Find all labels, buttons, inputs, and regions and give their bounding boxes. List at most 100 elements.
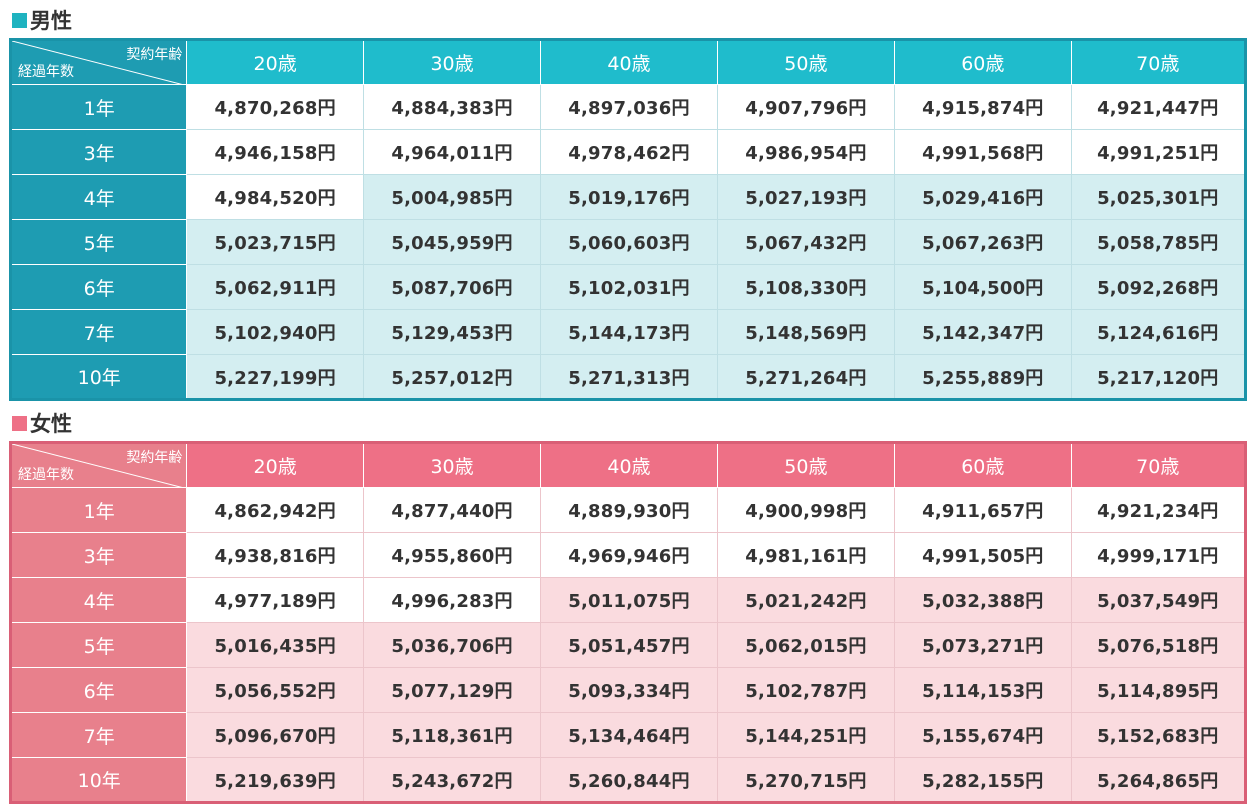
row-header: 6年 — [9, 264, 188, 310]
table-cell: 5,060,603円 — [540, 219, 718, 265]
female-section-title: 女性 — [12, 411, 72, 436]
table-cell: 5,051,457円 — [540, 622, 718, 668]
female-col-header: 70歳 — [1070, 442, 1247, 488]
female-col-header: 50歳 — [716, 442, 896, 488]
table-cell: 4,884,383円 — [362, 84, 542, 130]
table-cell: 5,219,639円 — [186, 757, 364, 803]
table-cell: 5,104,500円 — [894, 264, 1072, 310]
male-col-header: 50歳 — [716, 39, 896, 85]
row-header: 4年 — [9, 577, 188, 623]
table-cell: 5,087,706円 — [362, 264, 542, 310]
table-cell: 5,142,347円 — [894, 309, 1072, 355]
table-row: 1年 4,870,268円 4,884,383円 4,897,036円 4,90… — [9, 84, 1247, 130]
table-cell: 5,255,889円 — [894, 354, 1072, 400]
row-header: 3年 — [9, 129, 188, 175]
female-header-row: 契約年齢 経過年数 20歳 30歳 40歳 50歳 60歳 70歳 — [9, 442, 1247, 488]
table-cell: 5,243,672円 — [362, 757, 542, 803]
female-col-header: 40歳 — [540, 442, 718, 488]
row-header: 5年 — [9, 622, 188, 668]
table-cell: 5,093,334円 — [540, 667, 718, 713]
table-cell: 5,102,787円 — [716, 667, 896, 713]
male-col-header: 30歳 — [362, 39, 542, 85]
table-cell: 5,144,251円 — [716, 712, 896, 758]
table-row: 6年 5,062,911円 5,087,706円 5,102,031円 5,10… — [9, 264, 1247, 310]
table-cell: 5,056,552円 — [186, 667, 364, 713]
table-row: 4年 4,984,520円 5,004,985円 5,019,176円 5,02… — [9, 174, 1247, 220]
table-cell: 4,981,161円 — [716, 532, 896, 578]
row-header: 7年 — [9, 712, 188, 758]
table-cell: 4,969,946円 — [540, 532, 718, 578]
male-col-header: 60歳 — [894, 39, 1072, 85]
male-corner-bottom-label: 経過年数 — [18, 64, 74, 80]
female-col-header: 60歳 — [894, 442, 1072, 488]
female-col-header: 20歳 — [186, 442, 364, 488]
table-cell: 5,067,432円 — [716, 219, 896, 265]
table-cell: 4,877,440円 — [362, 487, 542, 533]
row-header: 1年 — [9, 84, 188, 130]
table-cell: 4,991,251円 — [1070, 129, 1247, 175]
table-cell: 5,021,242円 — [716, 577, 896, 623]
table-cell: 5,152,683円 — [1070, 712, 1247, 758]
table-cell: 5,227,199円 — [186, 354, 364, 400]
table-cell: 5,092,268円 — [1070, 264, 1247, 310]
table-cell: 5,217,120円 — [1070, 354, 1247, 400]
table-cell: 5,019,176円 — [540, 174, 718, 220]
table-cell: 5,037,549円 — [1070, 577, 1247, 623]
table-cell: 5,118,361円 — [362, 712, 542, 758]
table-cell: 5,023,715円 — [186, 219, 364, 265]
diagonal-line-icon — [12, 444, 181, 487]
male-marker-icon — [12, 12, 27, 28]
table-cell: 4,946,158円 — [186, 129, 364, 175]
table-cell: 5,148,569円 — [716, 309, 896, 355]
table-cell: 5,264,865円 — [1070, 757, 1247, 803]
table-cell: 5,134,464円 — [540, 712, 718, 758]
table-cell: 5,077,129円 — [362, 667, 542, 713]
male-table: 契約年齢 経過年数 20歳 30歳 40歳 50歳 60歳 70歳 1年 4,8… — [9, 38, 1247, 401]
table-cell: 5,029,416円 — [894, 174, 1072, 220]
male-corner-top-label: 契約年齢 — [126, 47, 183, 63]
female-title-text: 女性 — [30, 412, 72, 436]
row-header: 1年 — [9, 487, 188, 533]
row-header: 10年 — [9, 354, 188, 400]
table-cell: 5,062,015円 — [716, 622, 896, 668]
female-corner-top-label: 契約年齢 — [126, 450, 183, 466]
table-cell: 5,257,012円 — [362, 354, 542, 400]
row-header: 10年 — [9, 757, 188, 803]
table-row: 6年 5,056,552円 5,077,129円 5,093,334円 5,10… — [9, 667, 1247, 713]
table-cell: 4,991,568円 — [894, 129, 1072, 175]
table-cell: 4,889,930円 — [540, 487, 718, 533]
table-cell: 5,062,911円 — [186, 264, 364, 310]
table-cell: 5,124,616円 — [1070, 309, 1247, 355]
table-row: 3年 4,946,158円 4,964,011円 4,978,462円 4,98… — [9, 129, 1247, 175]
table-cell: 4,978,462円 — [540, 129, 718, 175]
table-cell: 5,058,785円 — [1070, 219, 1247, 265]
table-cell: 5,102,031円 — [540, 264, 718, 310]
table-cell: 5,027,193円 — [716, 174, 896, 220]
table-cell: 4,907,796円 — [716, 84, 896, 130]
table-cell: 4,900,998円 — [716, 487, 896, 533]
male-corner-header: 契約年齢 経過年数 — [9, 39, 188, 85]
table-cell: 4,921,234円 — [1070, 487, 1247, 533]
row-header: 5年 — [9, 219, 188, 265]
table-row: 5年 5,016,435円 5,036,706円 5,051,457円 5,06… — [9, 622, 1247, 668]
table-cell: 5,114,153円 — [894, 667, 1072, 713]
table-cell: 4,964,011円 — [362, 129, 542, 175]
male-title-text: 男性 — [30, 9, 72, 33]
table-cell: 5,271,264円 — [716, 354, 896, 400]
table-cell: 5,004,985円 — [362, 174, 542, 220]
table-cell: 5,102,940円 — [186, 309, 364, 355]
table-cell: 5,114,895円 — [1070, 667, 1247, 713]
row-header: 6年 — [9, 667, 188, 713]
male-header-row: 契約年齢 経過年数 20歳 30歳 40歳 50歳 60歳 70歳 — [9, 39, 1247, 85]
male-section-title: 男性 — [12, 8, 72, 33]
table-cell: 4,911,657円 — [894, 487, 1072, 533]
table-cell: 4,996,283円 — [362, 577, 542, 623]
diagonal-line-icon — [12, 41, 181, 84]
table-cell: 4,999,171円 — [1070, 532, 1247, 578]
female-table: 契約年齢 経過年数 20歳 30歳 40歳 50歳 60歳 70歳 1年 4,8… — [9, 441, 1247, 804]
table-row: 4年 4,977,189円 4,996,283円 5,011,075円 5,02… — [9, 577, 1247, 623]
table-cell: 5,108,330円 — [716, 264, 896, 310]
table-cell: 4,870,268円 — [186, 84, 364, 130]
table-cell: 5,067,263円 — [894, 219, 1072, 265]
table-cell: 4,984,520円 — [186, 174, 364, 220]
